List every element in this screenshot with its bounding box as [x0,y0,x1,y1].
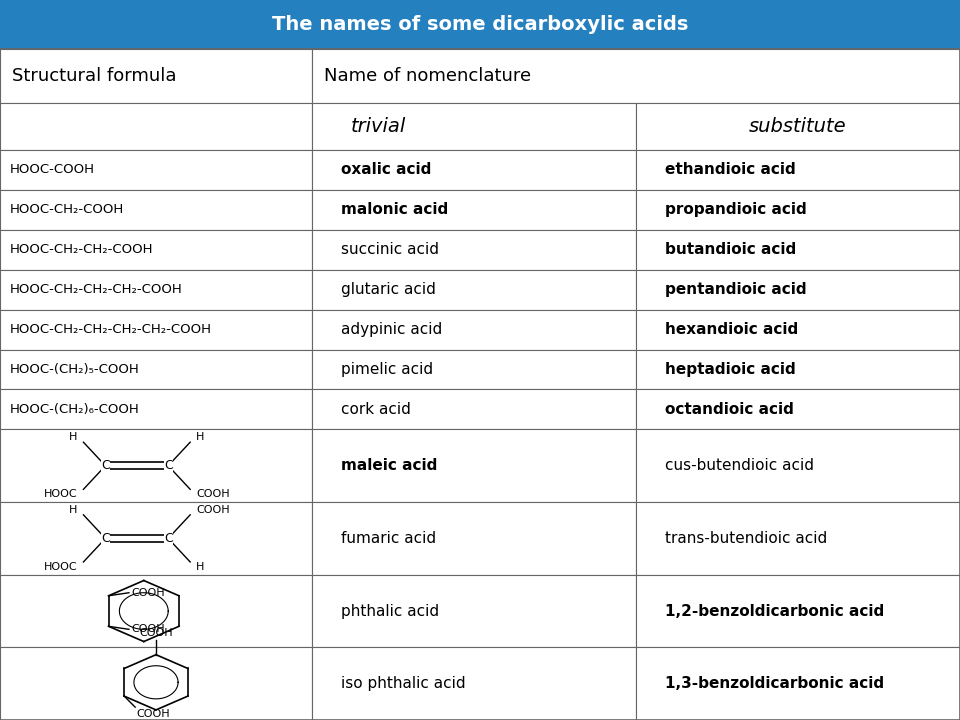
Text: COOH: COOH [139,628,173,638]
Bar [0,349,312,390]
Text: 1,3-benzoldicarbonic acid: 1,3-benzoldicarbonic acid [664,676,884,691]
Text: C: C [101,459,109,472]
Text: H: H [69,432,78,442]
Text: substitute: substitute [749,117,847,136]
Bar [312,390,636,429]
Text: H: H [196,432,204,442]
Bar [0,575,312,647]
Bar [312,150,636,189]
Text: HOOC-CH₂-CH₂-CH₂-CH₂-COOH: HOOC-CH₂-CH₂-CH₂-CH₂-COOH [10,323,211,336]
Text: H: H [196,562,204,572]
Text: butandioic acid: butandioic acid [664,242,796,257]
Text: COOH: COOH [196,505,229,515]
Bar [0,49,312,103]
Bar [312,189,636,230]
Text: COOH: COOH [136,708,170,719]
Bar [0,150,312,189]
Bar [636,230,960,269]
Bar [636,502,960,575]
Bar [636,390,960,429]
Text: pimelic acid: pimelic acid [341,362,433,377]
Bar [312,349,636,390]
Text: HOOC-CH₂-CH₂-CH₂-COOH: HOOC-CH₂-CH₂-CH₂-COOH [10,283,182,296]
Bar [0,502,312,575]
Text: C: C [164,459,173,472]
Text: The names of some dicarboxylic acids: The names of some dicarboxylic acids [272,15,688,34]
Text: malonic acid: malonic acid [341,202,448,217]
Bar [312,310,636,349]
Text: HOOC: HOOC [44,490,78,499]
Text: phthalic acid: phthalic acid [341,603,439,618]
Text: adypinic acid: adypinic acid [341,322,442,337]
Text: COOH: COOH [131,588,164,598]
Text: HOOC-CH₂-CH₂-COOH: HOOC-CH₂-CH₂-COOH [10,243,153,256]
Bar [636,429,960,502]
Bar [636,150,960,189]
Text: Name of nomenclature: Name of nomenclature [324,67,531,85]
Text: propandioic acid: propandioic acid [664,202,806,217]
Text: glutaric acid: glutaric acid [341,282,436,297]
Text: succinic acid: succinic acid [341,242,439,257]
Bar [0,269,312,310]
Bar [0,103,312,150]
Bar [636,189,960,230]
Text: octandioic acid: octandioic acid [664,402,794,417]
Bar [312,230,636,269]
Text: cus-butendioic acid: cus-butendioic acid [664,458,814,473]
Text: pentandioic acid: pentandioic acid [664,282,806,297]
Bar [312,103,636,150]
Bar [312,49,960,103]
Text: ethandioic acid: ethandioic acid [664,162,796,177]
Bar [312,502,636,575]
Text: trivial: trivial [350,117,406,136]
Text: HOOC-(CH₂)₅-COOH: HOOC-(CH₂)₅-COOH [10,363,139,376]
Text: C: C [101,532,109,545]
Bar [636,310,960,349]
Text: 1,2-benzoldicarbonic acid: 1,2-benzoldicarbonic acid [664,603,884,618]
Text: trans-butendioic acid: trans-butendioic acid [664,531,828,546]
Text: oxalic acid: oxalic acid [341,162,431,177]
Text: hexandioic acid: hexandioic acid [664,322,798,337]
Text: H: H [69,505,78,515]
Bar [0,429,312,502]
Text: COOH: COOH [131,624,164,634]
Bar [636,103,960,150]
Bar [312,269,636,310]
Bar [312,647,636,720]
Bar [0,390,312,429]
Text: HOOC-CH₂-COOH: HOOC-CH₂-COOH [10,203,124,216]
Text: HOOC-(CH₂)₆-COOH: HOOC-(CH₂)₆-COOH [10,403,139,416]
Bar [0,230,312,269]
Bar [636,575,960,647]
Bar [312,429,636,502]
Bar [0,189,312,230]
Text: C: C [164,532,173,545]
Text: HOOC: HOOC [44,562,78,572]
Text: fumaric acid: fumaric acid [341,531,436,546]
Text: cork acid: cork acid [341,402,411,417]
Text: iso phthalic acid: iso phthalic acid [341,676,466,691]
Text: COOH: COOH [196,490,229,499]
Bar [0,0,960,49]
Bar [636,349,960,390]
Bar [636,269,960,310]
Bar [0,647,312,720]
Bar [0,310,312,349]
Bar [312,575,636,647]
Text: heptadioic acid: heptadioic acid [664,362,796,377]
Bar [636,647,960,720]
Text: maleic acid: maleic acid [341,458,437,473]
Text: Structural formula: Structural formula [12,67,176,85]
Text: HOOC-COOH: HOOC-COOH [10,163,95,176]
